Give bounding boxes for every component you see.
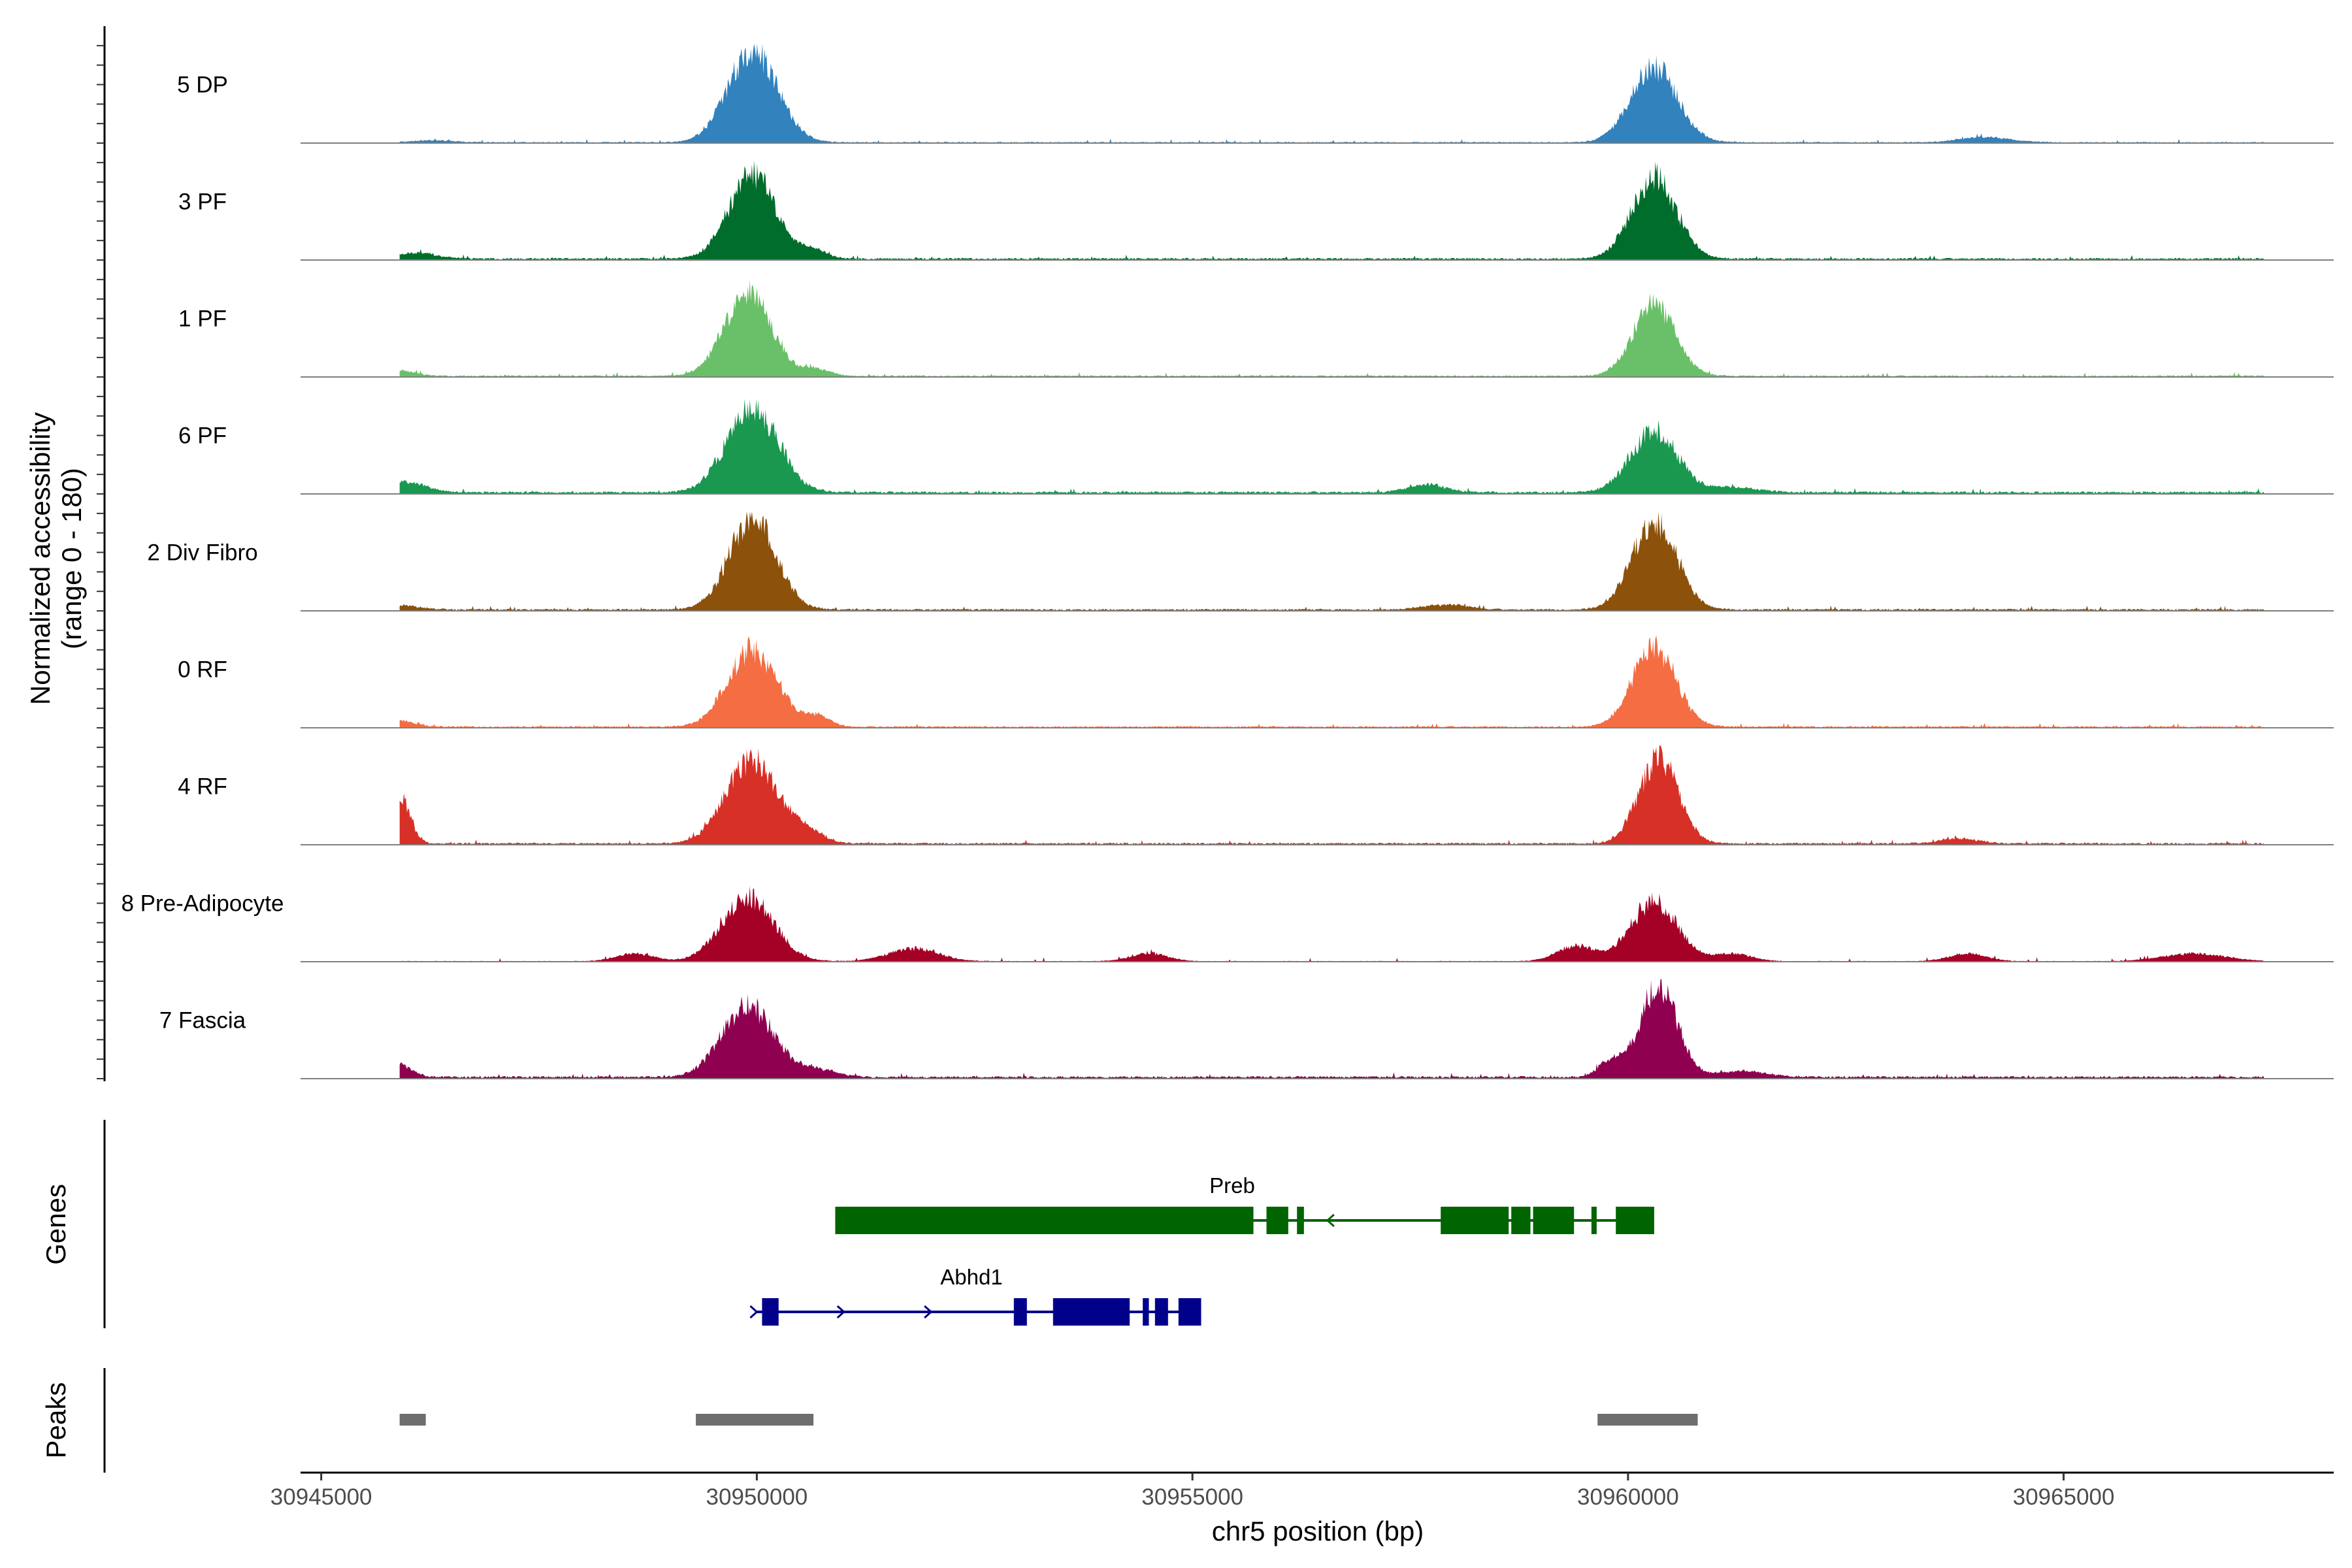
track-label: 4 RF: [178, 774, 227, 800]
called-peak: [1597, 1414, 1698, 1426]
track-label: 2 Div Fibro: [147, 540, 257, 566]
strand-arrow: [749, 1305, 759, 1319]
track-label: 8 Pre-Adipocyte: [121, 891, 284, 917]
track-label: 0 RF: [178, 657, 227, 683]
gene-exon: [1511, 1207, 1531, 1234]
gene-exon: [1143, 1298, 1149, 1326]
gene-abhd1: Abhd1: [749, 1265, 1201, 1326]
coverage-area: [399, 745, 2264, 845]
gene-preb: Preb: [835, 1173, 1654, 1234]
coverage-tracks: 5 DP 3 PF 1 PF 6 PF 2 Div Fibro 0 RF 4 RF 8 Pre…: [121, 44, 2334, 1079]
track-label: 6 PF: [178, 423, 227, 449]
gene-exon: [835, 1207, 1254, 1234]
track-5-dp: 5 DP: [177, 44, 2334, 144]
strand-arrow: [1266, 1213, 1275, 1228]
track-8-pre-adipocyte: 8 Pre-Adipocyte: [121, 886, 2334, 962]
x-tick-label: 30955000: [1141, 1484, 1243, 1510]
genes-label: Genes: [41, 1184, 71, 1265]
peak-track: [399, 1414, 1698, 1426]
peaks-label: Peaks: [41, 1382, 71, 1459]
coverage-ylabel-line2: (range 0 - 180): [56, 468, 87, 649]
track-label: 1 PF: [178, 306, 227, 332]
x-tick-label: 30960000: [1577, 1484, 1679, 1510]
x-tick-label: 30965000: [2013, 1484, 2115, 1510]
called-peak: [696, 1414, 814, 1426]
track-label: 3 PF: [178, 189, 227, 215]
coverage-area: [399, 886, 2264, 962]
coverage-area: [399, 512, 2264, 611]
x-tick-label: 30950000: [706, 1484, 808, 1510]
track-label: 5 DP: [177, 73, 228, 98]
gene-exon: [1266, 1207, 1288, 1234]
coverage-y-axis: [97, 26, 106, 1081]
coverage-area: [399, 161, 2264, 260]
called-peak: [399, 1414, 426, 1426]
gene-exon: [1053, 1298, 1130, 1326]
gene-exon: [1178, 1298, 1201, 1326]
coverage-area: [399, 399, 2264, 494]
x-axis-title: chr5 position (bp): [1212, 1516, 1424, 1546]
strand-arrow: [1452, 1213, 1462, 1228]
gene-exon: [1616, 1207, 1654, 1234]
x-axis: 30945000 30950000 30955000 30960000 30965000: [270, 1473, 2115, 1510]
gene-exon: [1441, 1207, 1509, 1234]
strand-arrow: [1326, 1213, 1335, 1228]
track-label: 7 Fascia: [159, 1008, 246, 1034]
coverage-area: [399, 635, 2264, 728]
strand-arrow: [836, 1305, 846, 1319]
x-tick-label: 30945000: [270, 1484, 372, 1510]
track-6-pf: 6 PF: [178, 399, 2334, 495]
gene-name-label: Abhd1: [940, 1265, 1002, 1289]
strand-arrow: [924, 1305, 933, 1319]
coverage-area: [399, 280, 2264, 377]
track-4-rf: 4 RF: [178, 745, 2334, 845]
gene-name-label: Preb: [1209, 1173, 1255, 1198]
gene-exon: [1013, 1298, 1027, 1326]
coverage-area: [399, 44, 2264, 143]
gene-exon: [762, 1298, 779, 1326]
gene-annotation-track: Preb Abhd1: [749, 1173, 1654, 1326]
gene-exon: [1533, 1207, 1575, 1234]
coverage-area: [399, 979, 2264, 1079]
track-3-pf: 3 PF: [178, 161, 2334, 261]
gene-exon: [1154, 1298, 1168, 1326]
gene-exon: [1297, 1207, 1304, 1234]
track-7-fascia: 7 Fascia: [159, 979, 2334, 1079]
gene-exon: [1591, 1207, 1597, 1234]
coverage-ylabel-line1: Normalized accessibility: [25, 412, 56, 705]
track-0-rf: 0 RF: [178, 635, 2334, 728]
track-2-div-fibro: 2 Div Fibro: [147, 512, 2334, 612]
track-1-pf: 1 PF: [178, 280, 2334, 378]
